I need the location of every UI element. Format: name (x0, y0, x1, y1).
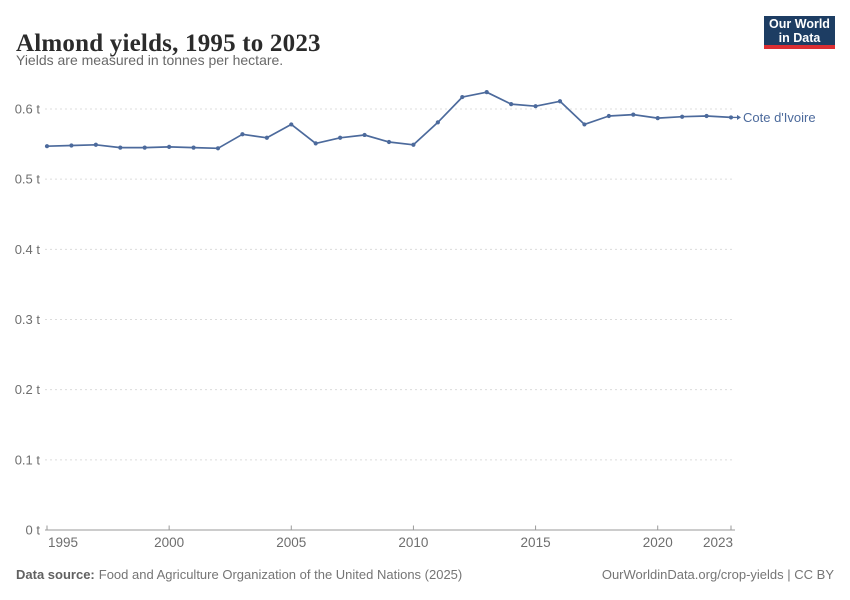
data-point (93, 142, 98, 147)
data-point (557, 99, 563, 104)
chart-title: Almond yields, 1995 to 2023 (16, 29, 321, 57)
credit-link[interactable]: OurWorldinData.org/crop-yields | CC BY (601, 567, 834, 582)
data-point (386, 139, 392, 145)
data-point (509, 101, 514, 107)
data-point (728, 115, 734, 120)
data-point (582, 122, 587, 127)
owid-logo-line1: Our World (769, 17, 830, 31)
chart-footer: Data source: Food and Agriculture Organiz… (16, 567, 834, 582)
y-axis-label: 0.2 t (15, 382, 41, 397)
data-point (264, 135, 269, 140)
x-axis-label: 2000 (154, 535, 184, 550)
data-source-text: Food and Agriculture Organization of the… (98, 567, 463, 582)
data-point (191, 145, 196, 150)
y-axis-label: 0 t (26, 523, 41, 538)
x-axis-label: 2010 (398, 535, 428, 550)
data-point (411, 142, 416, 147)
owid-logo-line2: in Data (778, 30, 821, 45)
data-point (69, 143, 74, 148)
x-axis-label: 2020 (643, 535, 673, 550)
data-source: Data source: Food and Agriculture Organiz… (16, 567, 462, 582)
data-point (142, 145, 147, 150)
data-point (44, 144, 50, 149)
data-point (167, 144, 172, 149)
owid-logo[interactable]: Our World in Data (764, 16, 835, 49)
y-axis-label: 0.4 t (15, 242, 41, 257)
data-point (680, 114, 685, 119)
line-chart[interactable]: 0 t 0.1 t 0.2 t 0.3 t 0.4 t 0.5 t 0.6 t 1995 200… (0, 80, 850, 555)
data-point (338, 135, 343, 140)
data-point (606, 113, 611, 119)
x-axis-label: 2005 (276, 535, 306, 550)
data-point (435, 120, 440, 125)
data-point (631, 112, 636, 117)
y-axis-label: 0.5 t (15, 172, 41, 187)
data-point (289, 122, 294, 127)
data-point (215, 146, 221, 151)
data-source-label: Data source: (16, 567, 95, 582)
x-axis-label: 2023 (703, 535, 733, 550)
chart-subtitle: Yields are measured in tonnes per hectar… (16, 52, 284, 68)
y-axis-label: 0.1 t (15, 452, 41, 467)
data-point (460, 94, 465, 100)
y-axis-label: 0.3 t (15, 312, 41, 327)
y-axis-label: 0.6 t (15, 102, 41, 117)
data-point (240, 132, 245, 137)
data-point (118, 145, 123, 150)
data-point (362, 132, 367, 138)
x-axis-label: 2015 (521, 535, 551, 550)
data-point (704, 113, 709, 119)
entity-label[interactable]: Cote d'Ivoire (743, 110, 816, 125)
data-point (655, 116, 660, 121)
x-axis-label: 1995 (48, 535, 78, 550)
label-arrow-head (737, 114, 741, 121)
data-point (533, 104, 538, 109)
data-point (313, 141, 318, 146)
data-point (484, 90, 489, 95)
